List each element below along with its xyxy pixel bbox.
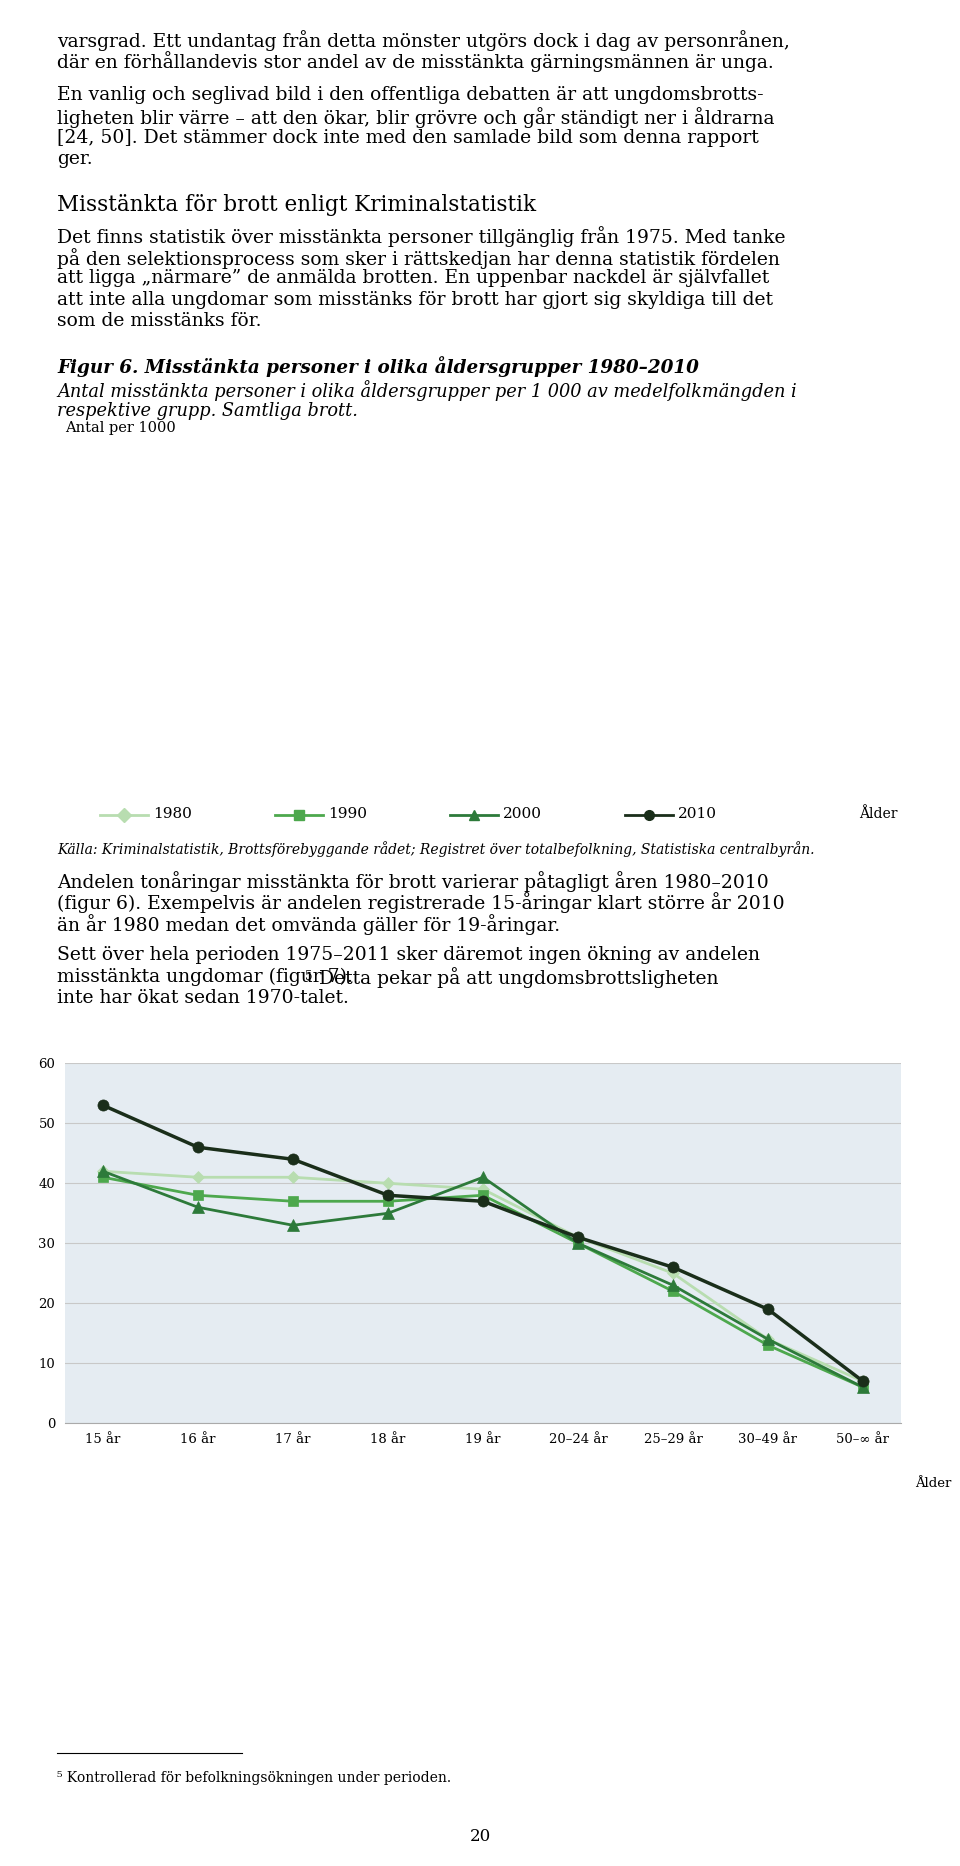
Text: 2000: 2000 [503, 806, 542, 821]
Text: där en förhållandevis stor andel av de misstänkta gärningsmännen är unga.: där en förhållandevis stor andel av de m… [57, 52, 774, 73]
Text: som de misstänks för.: som de misstänks för. [57, 312, 261, 330]
Text: Ålder: Ålder [859, 806, 898, 821]
Text: 1980: 1980 [153, 806, 192, 821]
Text: ⁵ Kontrollerad för befolkningsökningen under perioden.: ⁵ Kontrollerad för befolkningsökningen u… [57, 1771, 451, 1786]
Text: inte har ökat sedan 1970-talet.: inte har ökat sedan 1970-talet. [57, 989, 348, 1008]
Text: att inte alla ungdomar som misstänks för brott har gjort sig skyldiga till det: att inte alla ungdomar som misstänks för… [57, 291, 773, 308]
Text: Detta pekar på att ungdomsbrottsligheten: Detta pekar på att ungdomsbrottsligheten [313, 967, 718, 989]
Text: respektive grupp. Samtliga brott.: respektive grupp. Samtliga brott. [57, 401, 358, 420]
Text: ger.: ger. [57, 151, 92, 168]
Text: 20: 20 [469, 1829, 491, 1845]
Text: Källa: Kriminalstatistik, Brottsförebyggande rådet; Registret över totalbefolkni: Källa: Kriminalstatistik, Brottsförebygg… [57, 842, 814, 856]
Text: Andelen tonåringar misstänkta för brott varierar påtagligt åren 1980–2010: Andelen tonåringar misstänkta för brott … [57, 871, 769, 892]
Text: att ligga „närmare” de anmälda brotten. En uppenbar nackdel är självfallet: att ligga „närmare” de anmälda brotten. … [57, 269, 769, 287]
Text: ligheten blir värre – att den ökar, blir grövre och går ständigt ner i åldrarna: ligheten blir värre – att den ökar, blir… [57, 108, 775, 129]
Text: 1990: 1990 [328, 806, 367, 821]
Text: Ålder: Ålder [915, 1478, 951, 1491]
Text: 5: 5 [305, 970, 313, 983]
Text: (figur 6). Exempelvis är andelen registrerade 15-åringar klart större år 2010: (figur 6). Exempelvis är andelen registr… [57, 892, 784, 912]
Text: än år 1980 medan det omvända gäller för 19-åringar.: än år 1980 medan det omvända gäller för … [57, 914, 560, 935]
Text: En vanlig och seglivad bild i den offentliga debatten är att ungdomsbrotts-: En vanlig och seglivad bild i den offent… [57, 86, 763, 104]
Text: Figur 6. Misstänkta personer i olika åldersgrupper 1980–2010: Figur 6. Misstänkta personer i olika åld… [57, 356, 699, 377]
Text: misstänkta ungdomar (figur 7).: misstänkta ungdomar (figur 7). [57, 967, 353, 985]
Text: varsgrad. Ett undantag från detta mönster utgörs dock i dag av personrånen,: varsgrad. Ett undantag från detta mönste… [57, 30, 790, 50]
Text: Antal misstänkta personer i olika åldersgrupper per 1 000 av medelfolkmängden i: Antal misstänkta personer i olika ålders… [57, 381, 797, 401]
Text: [24, 50]. Det stämmer dock inte med den samlade bild som denna rapport: [24, 50]. Det stämmer dock inte med den … [57, 129, 758, 147]
Text: Antal per 1000: Antal per 1000 [65, 422, 176, 435]
Text: 2010: 2010 [678, 806, 717, 821]
Text: Sett över hela perioden 1975–2011 sker däremot ingen ökning av andelen: Sett över hela perioden 1975–2011 sker d… [57, 946, 760, 965]
Text: Misstänkta för brott enligt Kriminalstatistik: Misstänkta för brott enligt Kriminalstat… [57, 194, 536, 216]
Text: Det finns statistik över misstänkta personer tillgänglig från 1975. Med tanke: Det finns statistik över misstänkta pers… [57, 226, 785, 246]
Text: på den selektionsprocess som sker i rättskedjan har denna statistik fördelen: på den selektionsprocess som sker i rätt… [57, 248, 780, 269]
